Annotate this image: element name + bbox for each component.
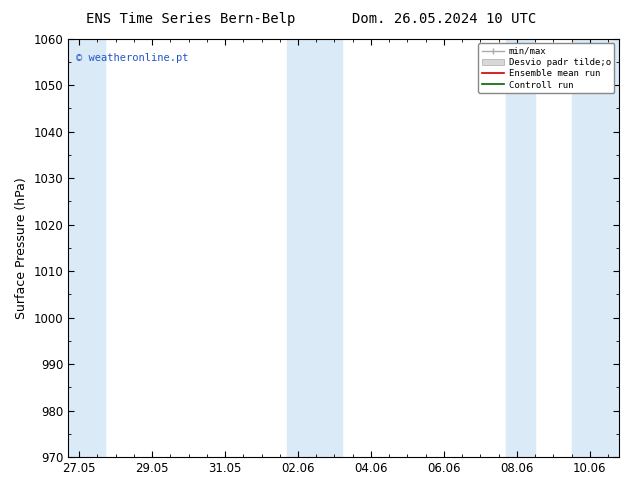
Bar xyxy=(572,39,619,457)
Text: Dom. 26.05.2024 10 UTC: Dom. 26.05.2024 10 UTC xyxy=(352,12,536,26)
Y-axis label: Surface Pressure (hPa): Surface Pressure (hPa) xyxy=(15,177,28,319)
Text: © weatheronline.pt: © weatheronline.pt xyxy=(77,53,189,63)
Bar xyxy=(506,39,535,457)
Text: ENS Time Series Bern-Belp: ENS Time Series Bern-Belp xyxy=(86,12,295,26)
Legend: min/max, Desvio padr tilde;o, Ensemble mean run, Controll run: min/max, Desvio padr tilde;o, Ensemble m… xyxy=(478,43,614,93)
Bar xyxy=(68,39,105,457)
Bar xyxy=(287,39,313,457)
Bar xyxy=(313,39,342,457)
